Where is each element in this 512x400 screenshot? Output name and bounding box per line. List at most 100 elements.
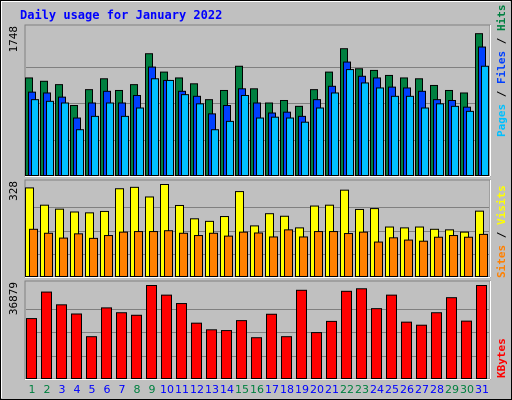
day-label: 23 [355, 383, 369, 396]
kbytes-bar [221, 330, 232, 380]
series-label: KBytes [495, 338, 508, 378]
series-label: Pages [495, 104, 508, 137]
sites-bar [389, 237, 398, 277]
kbytes-bar [461, 320, 472, 379]
kbytes-bar [341, 290, 352, 380]
chart-title: Daily usage for January 2022 [20, 8, 222, 22]
hits-panel: 1748 [7, 24, 491, 177]
kbytes-bar [386, 294, 397, 379]
pages-bar [31, 99, 39, 176]
series-label: Hits [495, 5, 508, 32]
visits-axis-label: Sites / Visits [495, 185, 508, 278]
pages-bar [166, 79, 174, 176]
day-label: 21 [325, 383, 339, 396]
series-label: Sites [495, 245, 508, 278]
day-label: 14 [220, 383, 234, 396]
pages-bar [421, 107, 429, 176]
kbytes-bar [296, 289, 307, 379]
series-label: Files [495, 51, 508, 84]
kbytes-bar [371, 308, 382, 379]
pages-bar [406, 95, 414, 176]
pages-bar [346, 69, 354, 176]
sites-bar [209, 232, 218, 278]
separator: / [495, 84, 508, 104]
sites-bar [479, 233, 488, 277]
day-label: 29 [445, 383, 459, 396]
kbytes-bar [131, 314, 142, 379]
day-labels: 1 2 3 4 5 6 7 8 9 10 11 12 13 14 15 16 17 18 19 20 21 22 23 24 2… [29, 383, 490, 396]
pages-bar [241, 94, 249, 176]
day-label: 2 [44, 383, 51, 396]
sites-bar [194, 235, 203, 278]
side-labels: Pages / Files / Hits Sites / Visits KBytes [495, 5, 508, 379]
kbytes-bar [101, 307, 112, 380]
sites-bar [224, 235, 233, 277]
kbytes-bar [476, 285, 487, 379]
pages-bar [271, 116, 279, 176]
pages-bar [256, 117, 264, 176]
kbytes-bar [71, 313, 82, 380]
pages-bar [61, 102, 69, 176]
kbytes-bar [206, 329, 217, 379]
pages-bar [436, 103, 444, 176]
pages-bar [466, 110, 474, 176]
pages-bar [76, 129, 84, 177]
sites-bar [284, 229, 293, 278]
kbytes-bar [146, 285, 157, 379]
sites-bar [269, 236, 278, 277]
day-label: 1 [29, 383, 36, 396]
sites-bar [44, 232, 53, 278]
y-max-label: 36879 [7, 282, 20, 315]
kbytes-bar [401, 321, 412, 380]
day-label: 15 [235, 383, 249, 396]
sites-bar [434, 236, 443, 278]
day-label: 28 [430, 383, 444, 396]
day-label: 25 [385, 383, 399, 396]
pages-bar [481, 65, 489, 176]
day-label: 31 [475, 383, 489, 396]
pages-bar [391, 95, 399, 176]
y-max-label: 1748 [7, 26, 20, 53]
sites-bar [404, 239, 413, 277]
kbytes-bar [86, 336, 97, 380]
sites-bar [59, 237, 68, 277]
pages-bar [316, 107, 324, 176]
day-label: 27 [415, 383, 429, 396]
sites-bar [239, 231, 248, 277]
sites-bar [164, 230, 173, 277]
sites-bar [374, 241, 383, 277]
kbytes-bar [446, 297, 457, 380]
kbytes-bar [326, 320, 337, 379]
kbytes-panel: 36879 [7, 280, 491, 380]
visits-panel: 328 [7, 179, 491, 278]
day-label: 12 [190, 383, 204, 396]
day-label: 18 [280, 383, 294, 396]
kbytes-bar [26, 318, 37, 379]
sites-bar [29, 228, 38, 277]
sites-bar [74, 233, 83, 278]
kbytes-bar [251, 337, 262, 379]
sites-bar [344, 233, 353, 278]
pages-bar [376, 87, 384, 176]
pages-bar [211, 129, 219, 177]
separator: / [495, 225, 508, 245]
sites-bar [419, 240, 428, 278]
kbytes-bar [236, 320, 247, 380]
sites-bar [359, 231, 368, 277]
day-label: 7 [119, 383, 126, 396]
kbytes-bar [431, 312, 442, 380]
pages-bar [451, 105, 459, 176]
day-label: 9 [149, 383, 156, 396]
day-label: 20 [310, 383, 324, 396]
kbytes-bar [356, 288, 367, 379]
day-label: 13 [205, 383, 219, 396]
kbytes-bar [416, 324, 427, 380]
sites-bar [119, 231, 128, 277]
kbytes-bar [266, 313, 277, 380]
day-label: 26 [400, 383, 414, 396]
sites-bar [89, 237, 98, 277]
day-label: 22 [340, 383, 354, 396]
pages-bar [331, 92, 339, 176]
sites-bar [149, 231, 158, 278]
